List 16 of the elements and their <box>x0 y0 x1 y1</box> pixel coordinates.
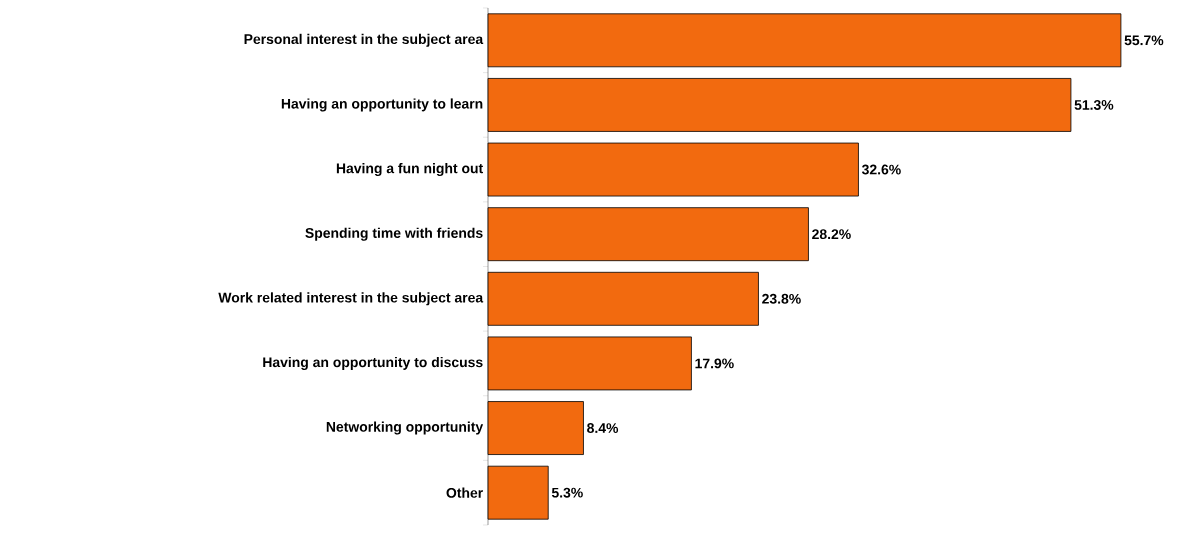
data-label: 28.2% <box>812 229 851 240</box>
y-tick-label: Spending time with friends <box>305 227 483 241</box>
data-label: 23.8% <box>762 293 801 304</box>
data-label: 17.9% <box>695 358 734 369</box>
y-tick-label: Having a fun night out <box>336 163 483 177</box>
data-label: 32.6% <box>861 164 901 175</box>
y-tick-label: Having an opportunity to discuss <box>263 356 483 370</box>
y-tick-label: Networking opportunity <box>326 421 484 435</box>
data-label: 5.3% <box>551 487 583 498</box>
data-label: 51.3% <box>1074 99 1114 110</box>
y-tick-label: Personal interest in the subject area <box>244 33 484 47</box>
data-label: 8.4% <box>587 423 619 433</box>
y-tick-label: Other <box>446 487 483 498</box>
y-tick-label: Having an opportunity to learn <box>281 98 483 112</box>
data-label: 55.7% <box>1124 35 1164 46</box>
y-tick-label: Work related interest in the subject area <box>218 292 484 306</box>
